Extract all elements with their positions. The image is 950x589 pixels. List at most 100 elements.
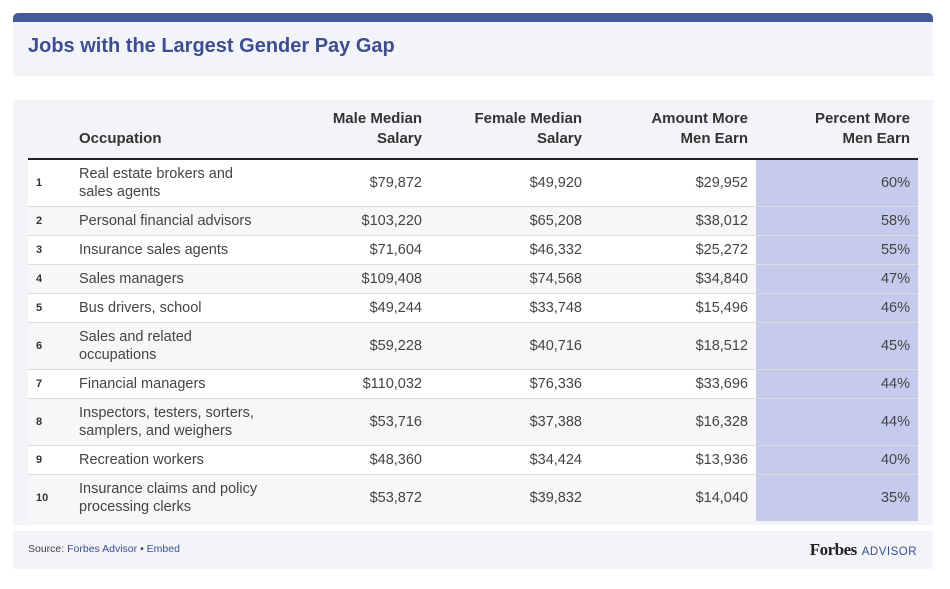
row-occupation: Insurance claims and policy processing cl… [64, 474, 270, 521]
header-amount-more[interactable]: Amount More Men Earn [590, 100, 756, 160]
row-amount-more: $15,496 [590, 293, 756, 323]
occupation-line2: processing clerks [79, 499, 192, 515]
table-row: 4 Sales managers $109,408 $74,568 $34,84… [28, 264, 918, 294]
occupation-line1: Real estate brokers and [79, 166, 233, 182]
header-male-salary[interactable]: Male Median Salary [270, 100, 430, 160]
header-occupation[interactable]: Occupation [64, 100, 270, 160]
row-male-salary: $53,716 [270, 398, 430, 446]
row-rank: 2 [28, 206, 64, 236]
table-row: 6 Sales and related occupations $59,228 $… [28, 322, 918, 370]
pay-gap-table: Occupation Male Median Salary Female Medi… [28, 100, 918, 521]
header-amount-line2: Men Earn [680, 130, 748, 147]
header-percent-line1: Percent More [814, 110, 910, 127]
footer: Source: Forbes Advisor • Embed Forbes AD… [13, 531, 933, 569]
table-row: 5 Bus drivers, school $49,244 $33,748 $1… [28, 293, 918, 323]
row-amount-more: $14,040 [590, 474, 756, 521]
row-female-salary: $74,568 [430, 264, 590, 294]
row-rank: 8 [28, 398, 64, 446]
header-male-line1: Male Median [332, 110, 422, 127]
occupation-line1: Sales and related [79, 329, 192, 345]
header-percent-more[interactable]: Percent More Men Earn [756, 100, 918, 160]
source-note: Source: Forbes Advisor • Embed [28, 543, 180, 555]
header-rank [28, 100, 64, 160]
row-rank: 10 [28, 474, 64, 521]
brand-sub: ADVISOR [861, 546, 917, 558]
row-rank: 1 [28, 159, 64, 207]
row-male-salary: $59,228 [270, 322, 430, 370]
header-female-salary[interactable]: Female Median Salary [430, 100, 590, 160]
row-percent-more: 44% [756, 369, 918, 399]
row-occupation: Real estate brokers and sales agents [64, 159, 270, 207]
row-rank: 4 [28, 264, 64, 294]
row-rank: 6 [28, 322, 64, 370]
header-amount-line1: Amount More [651, 110, 748, 127]
row-female-salary: $49,920 [430, 159, 590, 207]
row-rank: 7 [28, 369, 64, 399]
row-female-salary: $33,748 [430, 293, 590, 323]
header-accent-bar [13, 13, 933, 22]
row-amount-more: $18,512 [590, 322, 756, 370]
row-amount-more: $34,840 [590, 264, 756, 294]
brand-name: Forbes [809, 540, 858, 559]
row-male-salary: $53,872 [270, 474, 430, 521]
row-male-salary: $79,872 [270, 159, 430, 207]
row-percent-more: 46% [756, 293, 918, 323]
row-percent-more: 44% [756, 398, 918, 446]
row-rank: 5 [28, 293, 64, 323]
row-female-salary: $34,424 [430, 445, 590, 475]
page-title: Jobs with the Largest Gender Pay Gap [28, 35, 395, 57]
source-link[interactable]: Forbes Advisor [67, 543, 138, 555]
row-amount-more: $29,952 [590, 159, 756, 207]
row-occupation: Inspectors, testers, sorters, samplers, a… [64, 398, 270, 446]
occupation-line2: occupations [79, 347, 157, 363]
row-occupation: Sales and related occupations [64, 322, 270, 370]
row-percent-more: 58% [756, 206, 918, 236]
row-female-salary: $40,716 [430, 322, 590, 370]
row-occupation: Recreation workers [64, 445, 270, 475]
embed-link[interactable]: Embed [146, 543, 180, 555]
source-separator: • [140, 543, 144, 555]
row-male-salary: $49,244 [270, 293, 430, 323]
row-amount-more: $33,696 [590, 369, 756, 399]
row-female-salary: $46,332 [430, 235, 590, 265]
forbes-advisor-logo: Forbes ADVISOR [810, 540, 917, 560]
row-percent-more: 35% [756, 474, 918, 521]
row-occupation: Sales managers [64, 264, 270, 294]
title-panel: Jobs with the Largest Gender Pay Gap [13, 22, 933, 76]
row-occupation: Bus drivers, school [64, 293, 270, 323]
row-rank: 9 [28, 445, 64, 475]
table-row: 8 Inspectors, testers, sorters, samplers,… [28, 398, 918, 446]
row-occupation: Financial managers [64, 369, 270, 399]
row-female-salary: $37,388 [430, 398, 590, 446]
table-row: 2 Personal financial advisors $103,220 $… [28, 206, 918, 236]
row-amount-more: $38,012 [590, 206, 756, 236]
header-female-line1: Female Median [474, 110, 582, 127]
occupation-line2: samplers, and weighers [79, 423, 233, 439]
row-male-salary: $71,604 [270, 235, 430, 265]
row-female-salary: $76,336 [430, 369, 590, 399]
table-row: 9 Recreation workers $48,360 $34,424 $13… [28, 445, 918, 475]
row-amount-more: $16,328 [590, 398, 756, 446]
occupation-line1: Insurance claims and policy [79, 481, 258, 497]
row-male-salary: $103,220 [270, 206, 430, 236]
row-percent-more: 47% [756, 264, 918, 294]
row-percent-more: 40% [756, 445, 918, 475]
header-male-line2: Salary [376, 130, 422, 147]
header-female-line2: Salary [536, 130, 582, 147]
row-female-salary: $65,208 [430, 206, 590, 236]
row-percent-more: 60% [756, 159, 918, 207]
row-percent-more: 55% [756, 235, 918, 265]
table-row: 3 Insurance sales agents $71,604 $46,332… [28, 235, 918, 265]
row-percent-more: 45% [756, 322, 918, 370]
source-prefix: Source: [28, 543, 65, 555]
header-occupation-label: Occupation [79, 130, 162, 147]
occupation-line2: sales agents [79, 184, 161, 200]
table-row: 1 Real estate brokers and sales agents $7… [28, 159, 918, 207]
row-male-salary: $110,032 [270, 369, 430, 399]
header-percent-line2: Men Earn [842, 130, 910, 147]
row-male-salary: $109,408 [270, 264, 430, 294]
table-header-row: Occupation Male Median Salary Female Medi… [28, 100, 918, 160]
row-occupation: Personal financial advisors [64, 206, 270, 236]
table-row: 10 Insurance claims and policy processing… [28, 474, 918, 521]
row-amount-more: $13,936 [590, 445, 756, 475]
